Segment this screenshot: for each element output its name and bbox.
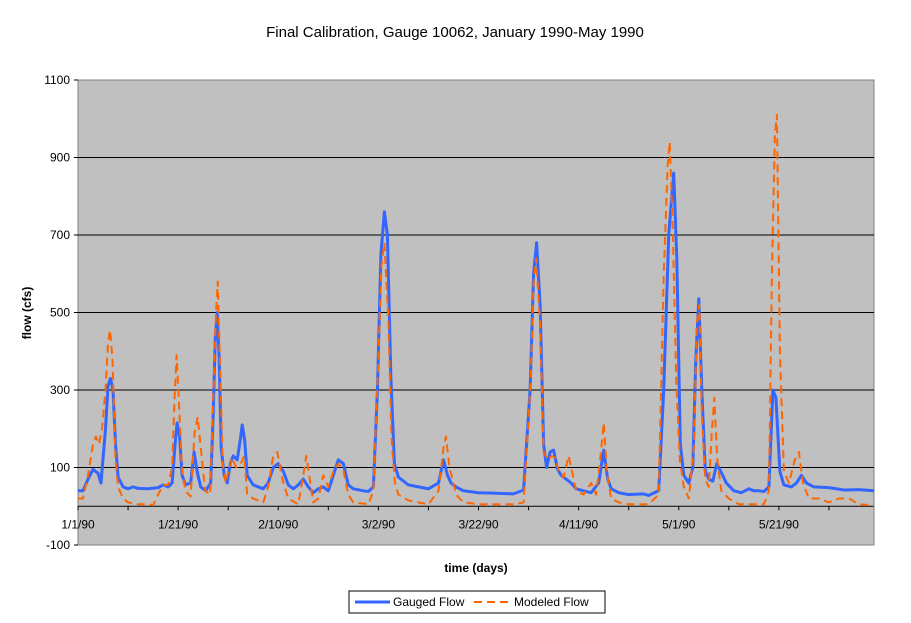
x-axis-title: time (days) bbox=[444, 561, 507, 575]
x-tick-label: 5/1/90 bbox=[662, 517, 696, 531]
y-axis-ticks: -100 100 300 500 700 900 1100 bbox=[44, 73, 78, 552]
y-tick-label: -100 bbox=[46, 538, 70, 552]
y-tick-label: 500 bbox=[50, 306, 70, 320]
x-tick-label: 3/22/90 bbox=[458, 517, 498, 531]
x-tick-label: 4/11/90 bbox=[559, 517, 598, 531]
x-axis-ticks: 1/1/90 1/21/90 2/10/90 3/2/90 3/22/90 4/11/90… bbox=[61, 506, 830, 531]
series-line-modeled-flow bbox=[78, 113, 875, 507]
x-tick-label: 3/2/90 bbox=[362, 517, 396, 531]
y-axis-title: flow (cfs) bbox=[20, 287, 34, 340]
y-tick-label: 300 bbox=[50, 383, 70, 397]
chart-title: Final Calibration, Gauge 10062, January … bbox=[266, 24, 644, 41]
x-tick-label: 5/21/90 bbox=[759, 517, 799, 531]
x-tick-label: 1/21/90 bbox=[158, 517, 198, 531]
legend-label-gauged-flow: Gauged Flow bbox=[393, 595, 465, 609]
series-lines bbox=[78, 113, 875, 507]
x-tick-label: 1/1/90 bbox=[61, 517, 95, 531]
legend-label-modeled-flow: Modeled Flow bbox=[514, 595, 589, 609]
y-tick-label: 700 bbox=[50, 228, 70, 242]
x-tick-label: 2/10/90 bbox=[258, 517, 298, 531]
y-tick-label: 900 bbox=[50, 151, 70, 165]
y-tick-label: 100 bbox=[50, 461, 70, 475]
y-tick-label: 1100 bbox=[44, 73, 70, 87]
legend: Gauged Flow Modeled Flow bbox=[348, 590, 606, 614]
